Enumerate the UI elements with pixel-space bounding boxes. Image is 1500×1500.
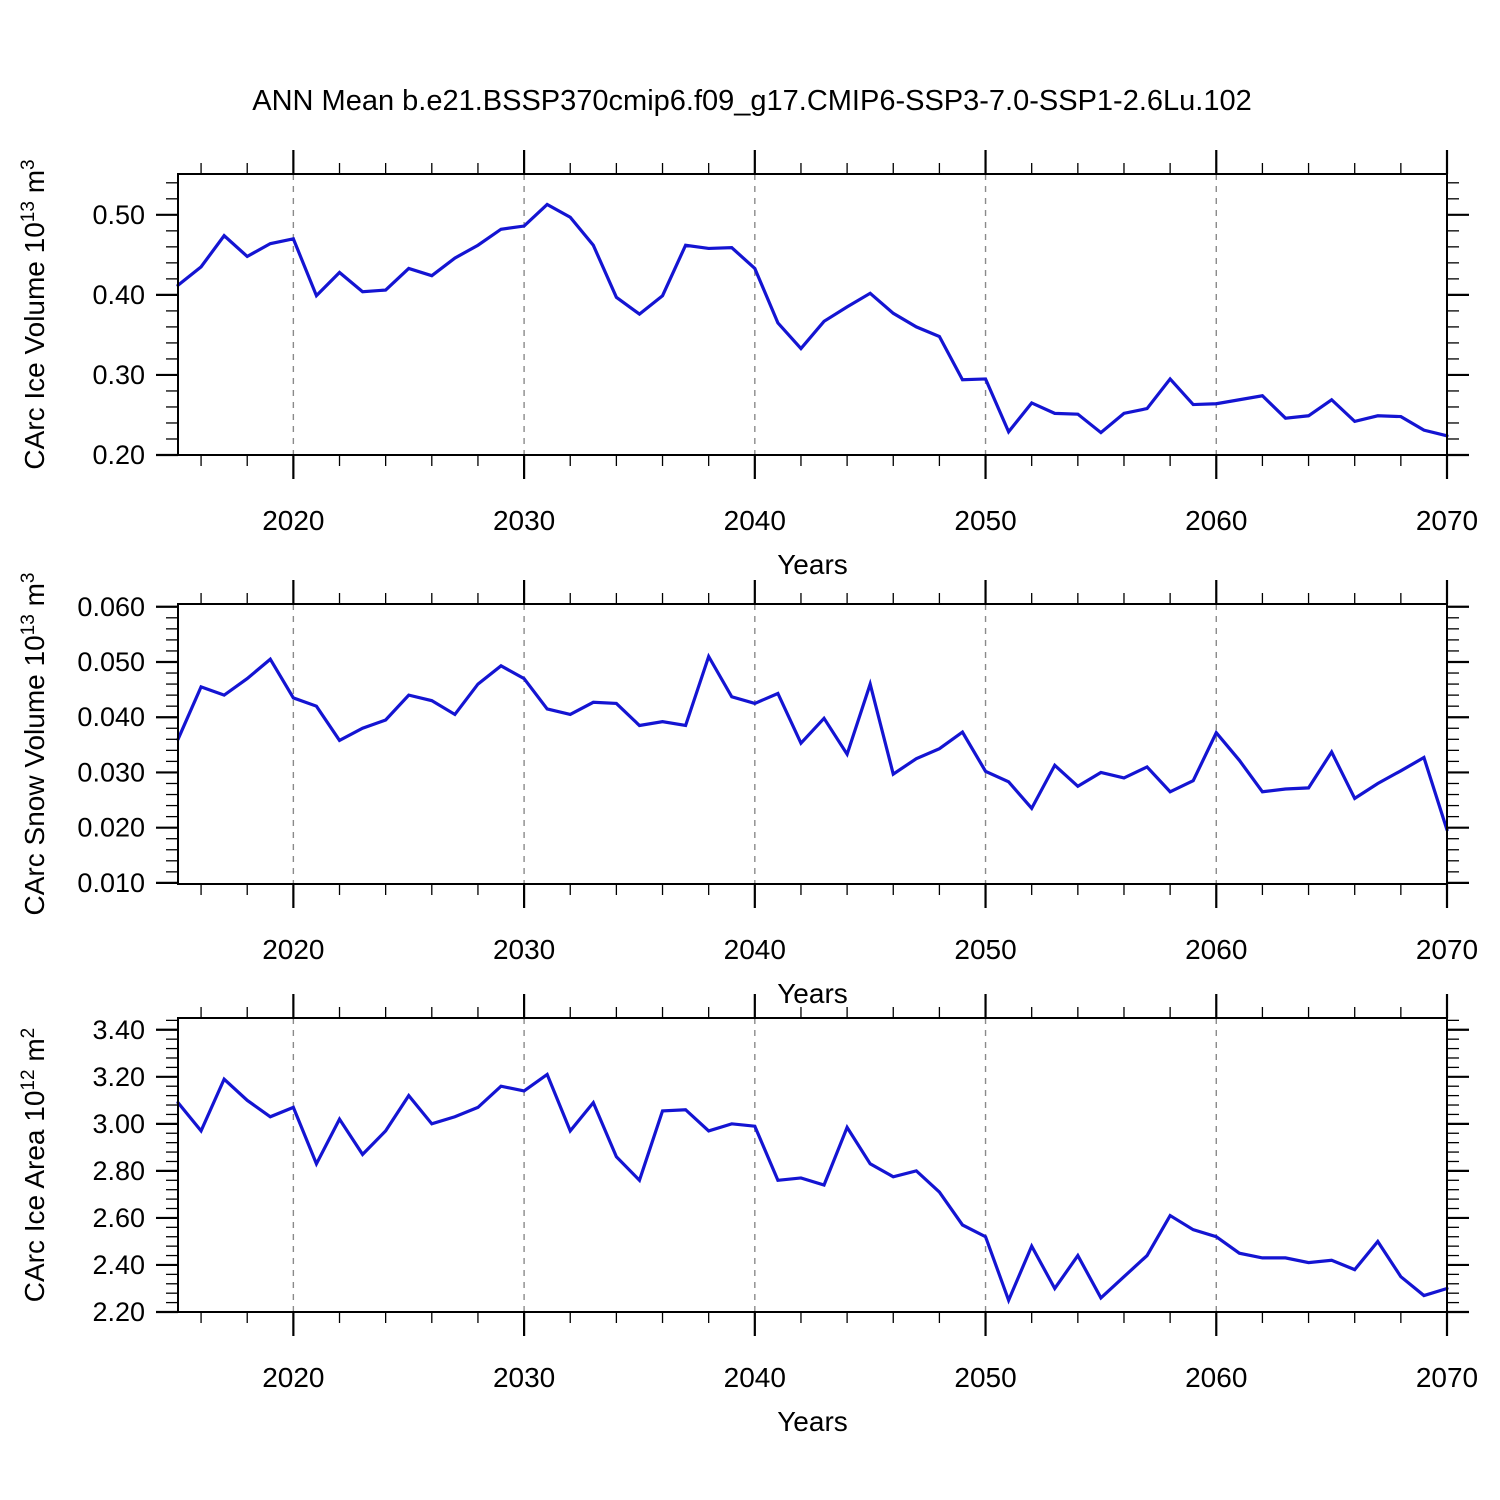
y-tick-label: 0.40 xyxy=(92,280,145,310)
figure-title: ANN Mean b.e21.BSSP370cmip6.f09_g17.CMIP… xyxy=(252,85,1251,117)
x-tick-label: 2040 xyxy=(724,505,786,536)
y-axis-title: CArc Snow Volume 1013 m3 xyxy=(18,573,50,916)
x-tick-labels: 2020 2030 2040 2050 2060 2070 xyxy=(262,505,1478,536)
y-tick-label: 2.40 xyxy=(92,1250,145,1280)
data-line xyxy=(176,652,1449,832)
x-tick-label: 2020 xyxy=(262,1362,324,1393)
x-tick-label: 2020 xyxy=(262,505,324,536)
y-tick-labels: 2.20 2.40 2.60 2.80 3.00 3.20 3.40 xyxy=(92,1015,145,1327)
y-tick-label: 0.050 xyxy=(77,647,145,677)
x-axis-title: Years xyxy=(777,978,848,1009)
plot-box xyxy=(177,603,1448,885)
chart-ice-volume: 0.20 0.30 0.40 0.50 2020 2030 2040 2050 2060 2070… xyxy=(18,150,1478,580)
y-tick-label: 2.60 xyxy=(92,1203,145,1233)
y-tick-label: 3.40 xyxy=(92,1015,145,1045)
axis-ticks xyxy=(156,150,1469,479)
x-tick-label: 2030 xyxy=(493,934,555,965)
x-tick-label: 2070 xyxy=(1416,505,1478,536)
x-tick-label: 2070 xyxy=(1416,1362,1478,1393)
data-line xyxy=(176,1071,1449,1305)
x-tick-label: 2070 xyxy=(1416,934,1478,965)
y-tick-label: 0.040 xyxy=(77,702,145,732)
y-tick-label: 0.060 xyxy=(77,592,145,622)
y-axis-title: CArc Ice Volume 1013 m3 xyxy=(18,159,50,469)
plot-box xyxy=(177,173,1448,456)
y-tick-label: 0.50 xyxy=(92,200,145,230)
data-line xyxy=(176,202,1449,438)
axis-ticks xyxy=(156,580,1469,908)
x-axis-title: Years xyxy=(777,549,848,580)
y-tick-label: 3.00 xyxy=(92,1109,145,1139)
x-tick-label: 2060 xyxy=(1185,934,1247,965)
x-tick-label: 2020 xyxy=(262,934,324,965)
y-tick-label: 3.20 xyxy=(92,1062,145,1092)
x-tick-label: 2030 xyxy=(493,505,555,536)
x-tick-labels: 2020 2030 2040 2050 2060 2070 xyxy=(262,1362,1478,1393)
x-tick-label: 2060 xyxy=(1185,505,1247,536)
y-tick-label: 0.20 xyxy=(92,440,145,470)
y-tick-label: 0.30 xyxy=(92,360,145,390)
chart-ice-area: 2.20 2.40 2.60 2.80 3.00 3.20 3.40 2020 2030 2040… xyxy=(18,994,1478,1437)
y-tick-labels: 0.20 0.30 0.40 0.50 xyxy=(92,200,145,470)
y-axis-title: CArc Ice Area 1012 m2 xyxy=(18,1028,50,1302)
y-tick-label: 2.20 xyxy=(92,1297,145,1327)
x-tick-labels: 2020 2030 2040 2050 2060 2070 xyxy=(262,934,1478,965)
x-axis-title: Years xyxy=(777,1406,848,1437)
x-tick-label: 2050 xyxy=(954,1362,1016,1393)
y-tick-label: 0.010 xyxy=(77,868,145,898)
y-tick-label: 0.020 xyxy=(77,813,145,843)
y-tick-label: 2.80 xyxy=(92,1156,145,1186)
x-tick-label: 2040 xyxy=(724,1362,786,1393)
plot-box xyxy=(177,1017,1448,1313)
y-tick-labels: 0.010 0.020 0.030 0.040 0.050 0.060 xyxy=(77,592,145,898)
axis-ticks xyxy=(156,994,1469,1336)
x-tick-label: 2050 xyxy=(954,505,1016,536)
x-tick-label: 2040 xyxy=(724,934,786,965)
x-tick-label: 2050 xyxy=(954,934,1016,965)
x-tick-label: 2030 xyxy=(493,1362,555,1393)
y-tick-label: 0.030 xyxy=(77,757,145,787)
x-tick-label: 2060 xyxy=(1185,1362,1247,1393)
